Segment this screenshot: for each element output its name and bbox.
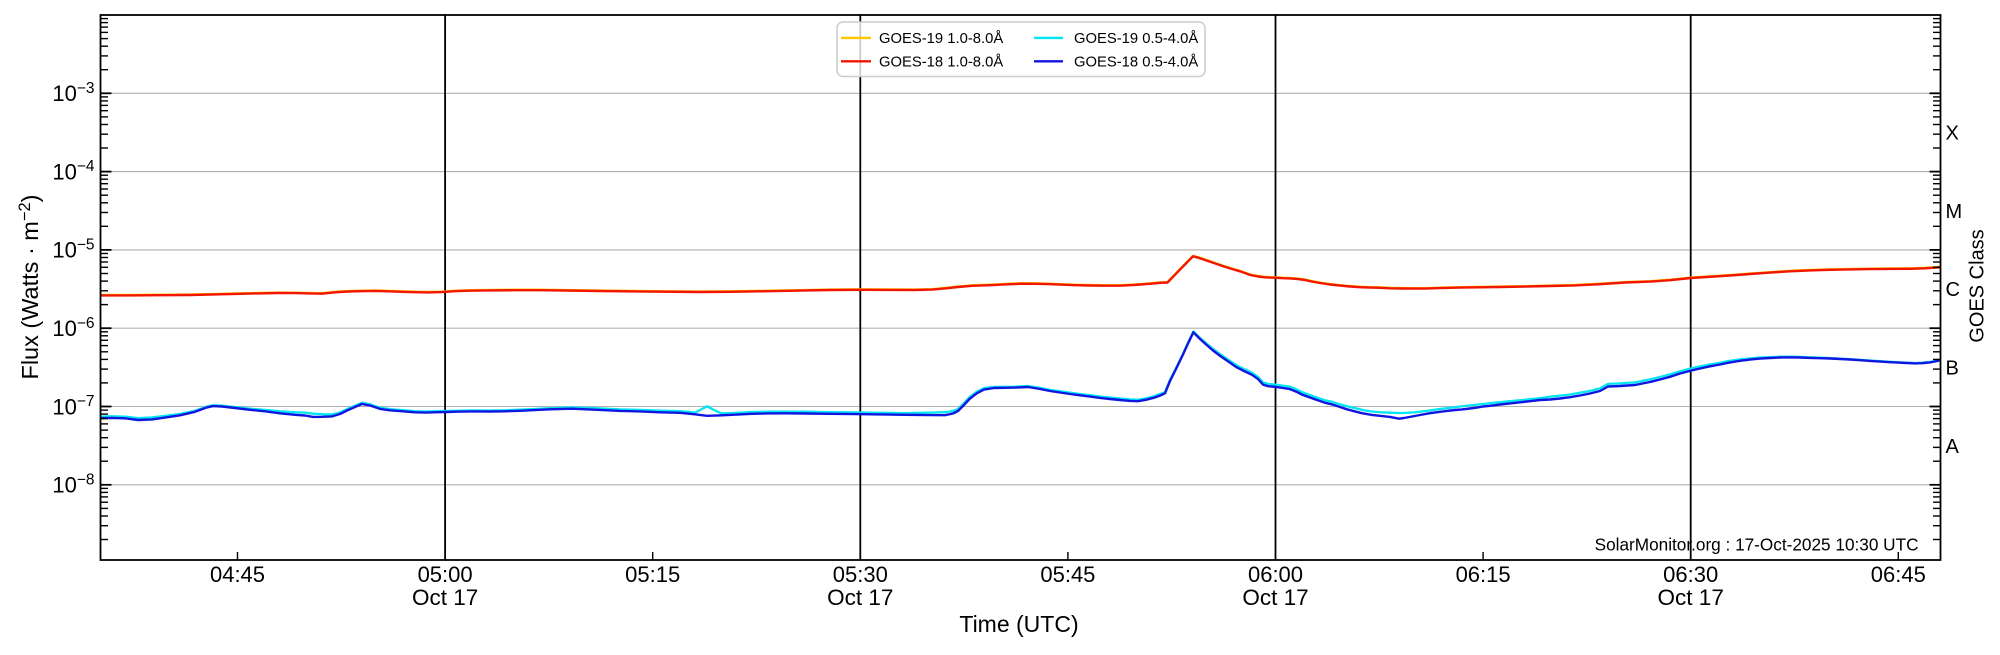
svg-text:Oct 17: Oct 17: [1242, 585, 1308, 610]
svg-text:06:30: 06:30: [1663, 562, 1718, 587]
svg-text:Oct 17: Oct 17: [827, 585, 893, 610]
svg-text:05:30: 05:30: [833, 562, 888, 587]
svg-text:GOES Class: GOES Class: [1967, 229, 1989, 342]
svg-text:GOES-19 1.0-8.0Å: GOES-19 1.0-8.0Å: [879, 30, 1003, 47]
svg-text:M: M: [1946, 201, 1963, 223]
svg-text:GOES-19 0.5-4.0Å: GOES-19 0.5-4.0Å: [1074, 30, 1198, 47]
svg-text:SolarMonitor.org : 17-Oct-2025: SolarMonitor.org : 17-Oct-2025 10:30 UTC: [1595, 535, 1919, 555]
svg-text:C: C: [1946, 279, 1960, 301]
svg-text:06:00: 06:00: [1248, 562, 1303, 587]
svg-text:GOES-18 1.0-8.0Å: GOES-18 1.0-8.0Å: [879, 54, 1003, 71]
svg-text:10−6: 10−6: [52, 315, 94, 341]
svg-text:10−8: 10−8: [52, 471, 94, 497]
svg-text:Oct 17: Oct 17: [412, 585, 478, 610]
svg-text:GOES-18 0.5-4.0Å: GOES-18 0.5-4.0Å: [1074, 54, 1198, 71]
svg-text:06:15: 06:15: [1456, 562, 1511, 587]
svg-text:05:45: 05:45: [1040, 562, 1095, 587]
svg-text:10−7: 10−7: [52, 393, 94, 419]
svg-text:Flux (Watts · m−2): Flux (Watts · m−2): [16, 194, 43, 379]
svg-text:Time (UTC): Time (UTC): [959, 611, 1078, 637]
svg-text:10−3: 10−3: [52, 80, 94, 106]
svg-text:X: X: [1946, 123, 1959, 145]
svg-text:05:00: 05:00: [418, 562, 473, 587]
svg-text:05:15: 05:15: [625, 562, 680, 587]
svg-text:10−4: 10−4: [52, 158, 95, 184]
svg-text:04:45: 04:45: [210, 562, 265, 587]
svg-text:Oct 17: Oct 17: [1658, 585, 1724, 610]
svg-text:10−5: 10−5: [52, 237, 94, 263]
svg-text:B: B: [1946, 358, 1959, 380]
svg-text:06:45: 06:45: [1871, 562, 1926, 587]
svg-text:A: A: [1946, 436, 1960, 458]
